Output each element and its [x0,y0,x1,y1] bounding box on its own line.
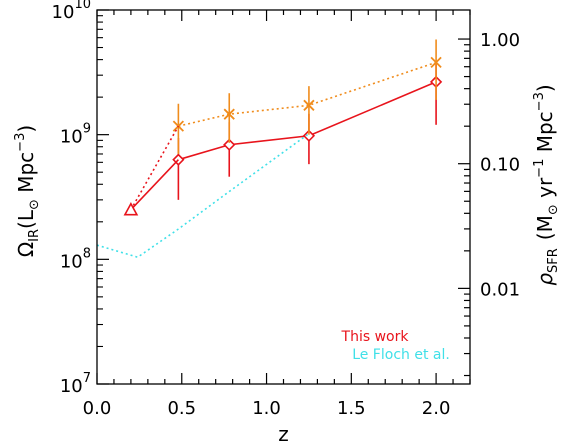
y-right-tick-label: 0.10 [480,155,520,176]
y-axis-right-label: ρSFR(M⊙ yr−1 Mpc−3) [532,84,561,285]
series-line-5 [96,132,310,259]
y-left-tick-label: 109 [60,122,91,148]
data-point-x [303,99,315,111]
series-layer [96,39,443,259]
x-tick-label: 2.0 [422,398,451,419]
series-line-2 [130,125,180,211]
data-point-x [223,108,235,120]
y-axis-left-label: ΩIR(L⊙ Mpc−3) [13,125,42,257]
data-point-triangle [123,202,139,216]
x-tick-label: 1.5 [337,398,366,419]
data-point-x [430,56,442,69]
legend-entry-le-floch: Le Floch et al. [352,347,450,363]
x-tick-label: 0.0 [83,398,112,419]
data-point-diamond [223,138,236,151]
x-axis-label: z [278,422,289,446]
series-line-1 [178,61,437,127]
x-tick-label: 0.5 [167,398,196,419]
series-line-0 [178,81,437,161]
data-point-x [172,120,185,132]
y-left-tick-label: 107 [60,371,91,397]
y-left-tick-label: 108 [60,246,91,272]
ticks-layer [96,9,471,385]
data-point-diamond [302,129,316,142]
labels-layer: 0.0 0.5 1.0 1.5 2.0 107 108 109 1010 0.01 0.10 1.00 [52,0,521,419]
legend-entry-this-work: This work [341,329,410,345]
series-line-3 [130,159,179,211]
y-right-tick-label: 1.00 [480,30,520,51]
x-tick-label: 1.0 [252,398,281,419]
plot-frame [96,9,471,385]
y-left-tick-label: 1010 [52,0,91,23]
y-right-tick-label: 0.01 [480,279,520,300]
